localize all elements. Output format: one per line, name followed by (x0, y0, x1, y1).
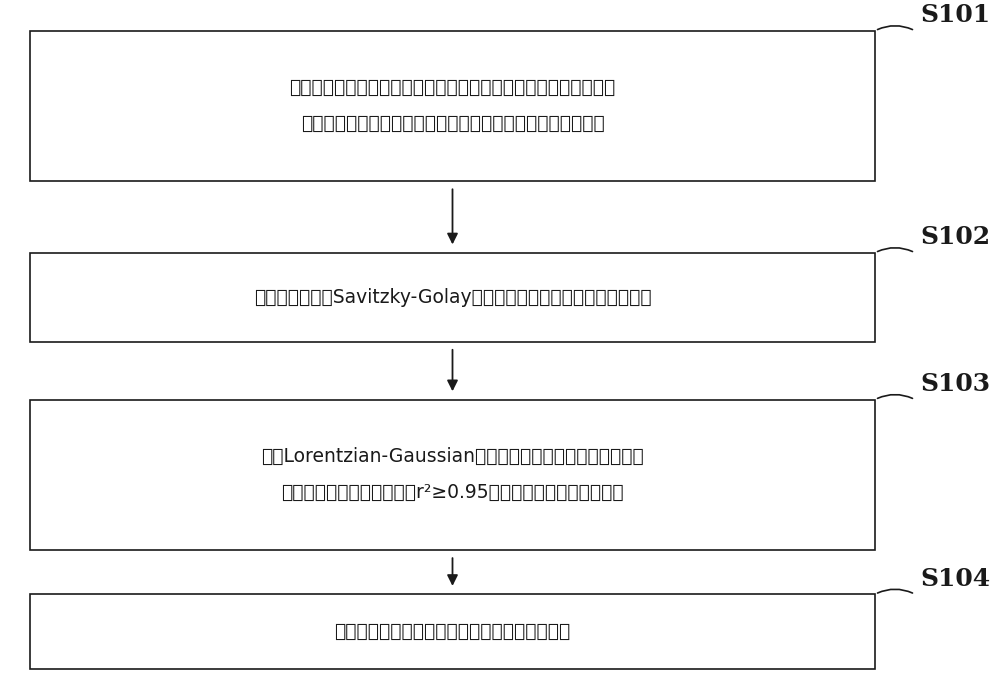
Text: 对采集含绿泥石矿物的岩石样品表面清洁处理，利用便携式近红外: 对采集含绿泥石矿物的岩石样品表面清洁处理，利用便携式近红外 (289, 79, 616, 98)
FancyBboxPatch shape (30, 400, 875, 550)
Text: 反射光谱测量仪，对未经制样的绿泥石样品表面进行光谱测量: 反射光谱测量仪，对未经制样的绿泥石样品表面进行光谱测量 (301, 114, 604, 133)
Text: 的曲线与实测曲线相关系数r²≥0.95，绿泥石有两个特征吸收峰: 的曲线与实测曲线相关系数r²≥0.95，绿泥石有两个特征吸收峰 (281, 483, 624, 502)
FancyBboxPatch shape (30, 253, 875, 342)
FancyBboxPatch shape (30, 31, 875, 181)
Text: S103: S103 (920, 372, 990, 396)
Text: 使用Lorentzian-Gaussian分峰拟合方法拟合寻峰，拟合得到: 使用Lorentzian-Gaussian分峰拟合方法拟合寻峰，拟合得到 (261, 447, 644, 466)
Text: S102: S102 (920, 225, 990, 249)
Text: S104: S104 (920, 567, 990, 591)
Text: 光谱测量后基于Savitzky-Golay卷积平滑方法进行光谱数据平滑处理: 光谱测量后基于Savitzky-Golay卷积平滑方法进行光谱数据平滑处理 (254, 288, 651, 307)
Text: S101: S101 (920, 3, 990, 27)
FancyBboxPatch shape (30, 594, 875, 669)
Text: 根据特征峰的位置来区分绿泥石富铁和富镁亚种: 根据特征峰的位置来区分绿泥石富铁和富镁亚种 (334, 622, 571, 641)
